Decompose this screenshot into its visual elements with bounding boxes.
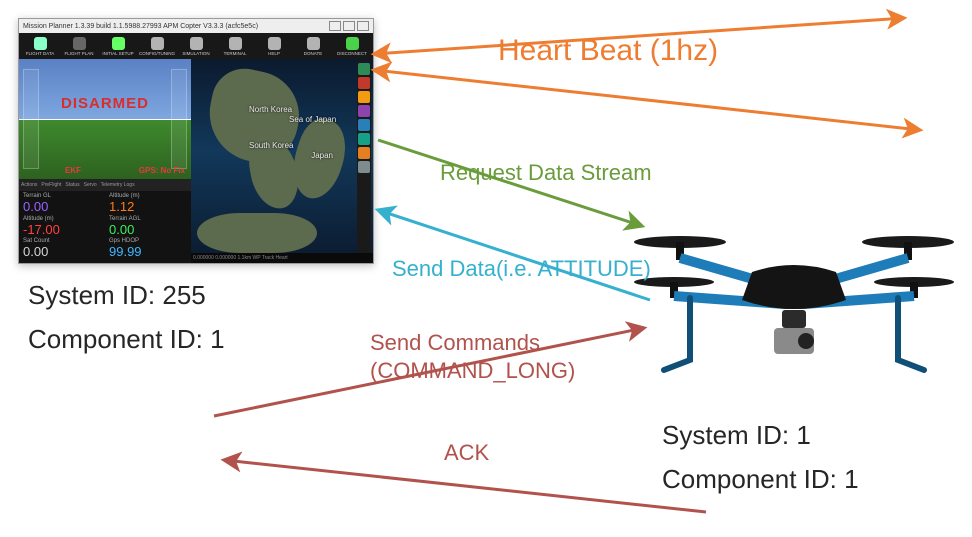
telemetry-cell: Terrain GL0.00 [23, 193, 101, 216]
window-buttons [329, 21, 369, 31]
gcs-menu-item: DONATE [294, 37, 332, 56]
ekf-label: EKF [65, 166, 81, 175]
commands-label-1: Send Commands [370, 330, 540, 356]
gcs-menu-item: INITIAL SETUP [99, 37, 137, 56]
telemetry-cell: Altitude (m)1.12 [109, 193, 187, 216]
gcs-tab: Telemetry Logs [101, 182, 135, 188]
drone-image [634, 210, 954, 390]
map-toolbar [357, 61, 371, 261]
gcs-tab: Servo [84, 182, 97, 188]
telemetry-cell: Gps HDOP99.99 [109, 238, 187, 261]
disarmed-label: DISARMED [19, 95, 191, 112]
map-label: Sea of Japan [289, 115, 336, 124]
telemetry-cell: Sat Count0.00 [23, 238, 101, 261]
request-label: Request Data Stream [440, 160, 652, 186]
gcs-component-id: Component ID: 1 [28, 324, 225, 355]
map-footer: 0.000000 0.000000 1.1km WP Track Heart [191, 253, 373, 263]
gcs-title: Mission Planner 1.3.39 build 1.1.5988.27… [23, 23, 258, 30]
gcs-menu-item: FLIGHT DATA [21, 37, 59, 56]
telemetry-cell: Terrain AGL0.00 [109, 216, 187, 239]
gcs-tab: PreFlight [41, 182, 61, 188]
gcs-menu-item: TERMINAL [216, 37, 254, 56]
gcs-tab: Actions [21, 182, 37, 188]
gcs-screenshot: Mission Planner 1.3.39 build 1.1.5988.27… [18, 18, 374, 264]
gcs-menu-item: FLIGHT PLAN [60, 37, 98, 56]
gcs-menu-item: CONFIG/TUNING [138, 37, 176, 56]
map-label: South Korea [249, 141, 293, 150]
gcs-menubar: FLIGHT DATAFLIGHT PLANINITIAL SETUPCONFI… [19, 33, 373, 59]
gcs-menu-item: HELP [255, 37, 293, 56]
ack-label: ACK [444, 440, 489, 466]
map-label: Japan [311, 151, 333, 160]
map-label: North Korea [249, 105, 292, 114]
gcs-menu-item: DISCONNECT [333, 37, 371, 56]
telemetry-cell: Altitude (m)-17.00 [23, 216, 101, 239]
uav-component-id: Component ID: 1 [662, 464, 859, 495]
uav-system-id: System ID: 1 [662, 420, 811, 451]
gcs-titlebar: Mission Planner 1.3.39 build 1.1.5988.27… [19, 19, 373, 33]
gcs-tab: Status [65, 182, 79, 188]
gcs-system-id: System ID: 255 [28, 280, 206, 311]
commands-label-2: (COMMAND_LONG) [370, 358, 575, 384]
senddata-label: Send Data(i.e. ATTITUDE) [392, 256, 651, 282]
attitude-hud: DISARMED EKF GPS: No Fix [19, 59, 191, 179]
map-view: North Korea South Korea Japan Sea of Jap… [191, 59, 373, 263]
heartbeat-label: Heart Beat (1hz) [498, 34, 718, 68]
gps-label: GPS: No Fix [139, 166, 185, 175]
gcs-tabstrip: Actions PreFlight Status Servo Telemetry Log… [19, 179, 191, 191]
telemetry-grid: Terrain GL0.00 Altitude (m)1.12 Altitude (… [19, 191, 191, 263]
gcs-menu-item: SIMULATION [177, 37, 215, 56]
